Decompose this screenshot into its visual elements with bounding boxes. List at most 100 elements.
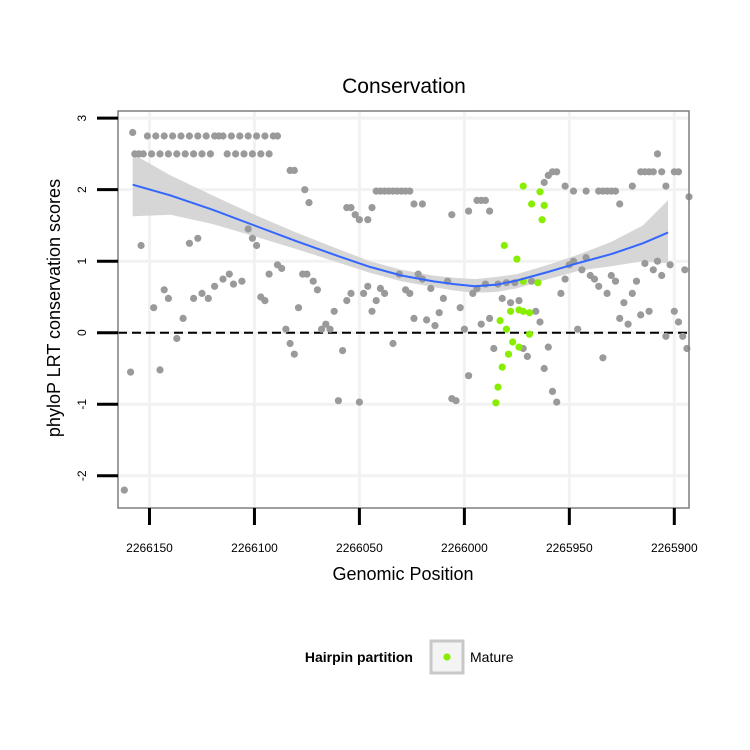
point-other-4 [143, 132, 151, 140]
point-other-157 [477, 320, 485, 328]
point-other-168 [523, 352, 532, 360]
point-other-94 [173, 334, 181, 343]
x-tick-label-1: 2266100 [231, 541, 278, 555]
point-other-169 [528, 277, 536, 285]
point-other-81 [653, 150, 662, 158]
confidence-band-group [132, 153, 668, 293]
point-other-17 [198, 150, 206, 158]
x-axis-title: Genomic Position [332, 564, 473, 584]
chart-title: Conservation [342, 75, 466, 98]
point-other-76 [628, 182, 636, 190]
point-other-203 [670, 307, 678, 315]
point-other-132 [364, 282, 372, 290]
point-other-75 [616, 200, 624, 208]
point-other-13 [181, 150, 189, 158]
point-other-162 [498, 294, 506, 302]
point-other-144 [423, 316, 431, 324]
point-other-125 [330, 307, 338, 315]
y-axis: -2 -1 0 1 2 3 [75, 115, 118, 481]
point-other-23 [223, 150, 231, 158]
plot-panel-border [117, 110, 690, 509]
point-other-26 [236, 132, 244, 140]
point-other-54 [406, 187, 414, 195]
point-other-101 [211, 282, 219, 290]
point-other-171 [536, 318, 544, 326]
point-other-103 [225, 270, 233, 278]
point-other-129 [347, 289, 355, 297]
point-other-136 [381, 289, 389, 297]
point-other-11 [173, 150, 181, 158]
point-other-10 [169, 132, 177, 140]
point-other-172 [540, 364, 548, 373]
point-other-39 [305, 199, 313, 207]
point-other-135 [376, 284, 384, 292]
point-other-31 [257, 150, 265, 158]
x-tick-label-5: 2265900 [651, 541, 698, 555]
point-other-195 [637, 311, 645, 319]
point-other-192 [624, 320, 632, 328]
point-other-185 [595, 282, 603, 290]
x-tick-label-2: 2266050 [336, 541, 383, 555]
point-other-42 [351, 211, 359, 219]
point-other-6 [152, 132, 160, 140]
point-other-5 [148, 150, 156, 158]
point-other-196 [641, 259, 649, 267]
point-other-153 [460, 325, 468, 333]
point-mature-13 [509, 338, 517, 346]
point-other-45 [368, 204, 376, 212]
point-other-14 [185, 132, 193, 140]
point-other-104 [229, 280, 238, 288]
point-other-33 [265, 150, 273, 158]
point-other-61 [481, 196, 489, 204]
point-other-18 [202, 132, 210, 140]
point-other-83 [662, 182, 670, 190]
point-other-0 [129, 128, 137, 137]
point-other-111 [265, 270, 273, 278]
point-other-9 [164, 150, 172, 158]
point-other-115 [286, 339, 294, 348]
point-mature-18 [494, 383, 502, 391]
point-mature-11 [525, 309, 534, 317]
point-mature-5 [538, 216, 546, 224]
point-other-177 [561, 275, 569, 283]
point-other-145 [427, 284, 435, 292]
point-other-181 [578, 266, 586, 274]
point-other-194 [632, 277, 641, 285]
trend-line-group [132, 183, 669, 288]
point-other-193 [628, 289, 636, 297]
point-mature-12 [502, 325, 510, 333]
point-other-131 [360, 289, 368, 297]
point-mature-14 [515, 343, 523, 351]
point-mature-8 [507, 307, 515, 315]
x-tick-label-3: 2266000 [441, 541, 488, 555]
point-other-160 [490, 344, 498, 353]
point-other-126 [334, 397, 342, 405]
point-other-55 [410, 200, 418, 208]
point-other-66 [553, 168, 561, 176]
point-other-117 [294, 304, 303, 312]
point-other-124 [326, 325, 334, 333]
point-other-16 [194, 132, 202, 140]
point-other-92 [160, 286, 168, 294]
legend-label-mature: Mature [470, 649, 514, 665]
point-other-57 [448, 211, 456, 219]
point-other-63 [540, 178, 548, 187]
point-other-199 [653, 257, 662, 265]
point-other-200 [658, 271, 666, 280]
point-other-105 [238, 277, 246, 285]
legend: Hairpin partition Mature [305, 639, 514, 675]
point-other-28 [244, 132, 252, 140]
confidence-band [132, 153, 668, 293]
point-mature-6 [513, 255, 521, 263]
plot-panel [118, 111, 689, 508]
point-other-100 [204, 294, 212, 302]
y-tick-label-2: 0 [75, 329, 89, 336]
point-other-122 [318, 325, 326, 333]
point-other-56 [418, 200, 426, 208]
legend-title: Hairpin partition [305, 649, 413, 665]
point-other-119 [303, 270, 311, 278]
point-other-7 [156, 150, 164, 158]
point-other-32 [261, 132, 269, 140]
point-other-35 [273, 132, 282, 140]
point-other-175 [553, 398, 561, 406]
